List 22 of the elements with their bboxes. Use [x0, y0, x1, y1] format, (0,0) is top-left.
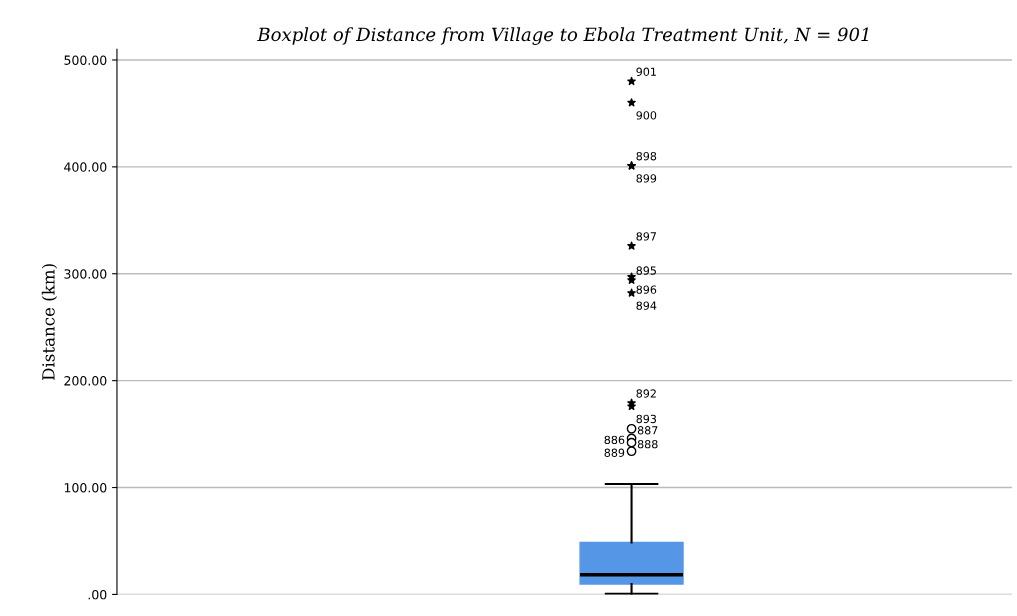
annotation: 899 [636, 174, 657, 183]
y-axis-title: Distance (km) [41, 264, 58, 380]
annotation: 893 [636, 414, 657, 424]
y-tick-label: .00 [88, 589, 107, 600]
annotation: 894 [636, 301, 657, 310]
annotation: 897 [636, 232, 656, 241]
annotation: 900 [636, 111, 657, 120]
y-tick-label: 100.00 [64, 483, 107, 493]
annotation: 892 [636, 389, 656, 398]
annotation: 889 [604, 448, 625, 457]
chart-title: Boxplot of Distance from Village to Ebola Treatment Unit, N = 901 [257, 27, 868, 45]
annotation: 886 [604, 435, 625, 445]
annotation: 888 [637, 439, 658, 449]
annotation: 895 [636, 266, 656, 275]
y-tick-label: 200.00 [64, 376, 107, 386]
annotation: 896 [636, 285, 657, 294]
annotation: 898 [636, 151, 657, 161]
y-tick-label: 400.00 [64, 162, 107, 172]
y-tick-label: 300.00 [64, 269, 107, 279]
y-tick-label: 500.00 [64, 55, 107, 65]
annotation: 901 [636, 67, 656, 76]
annotation: 887 [637, 426, 658, 435]
